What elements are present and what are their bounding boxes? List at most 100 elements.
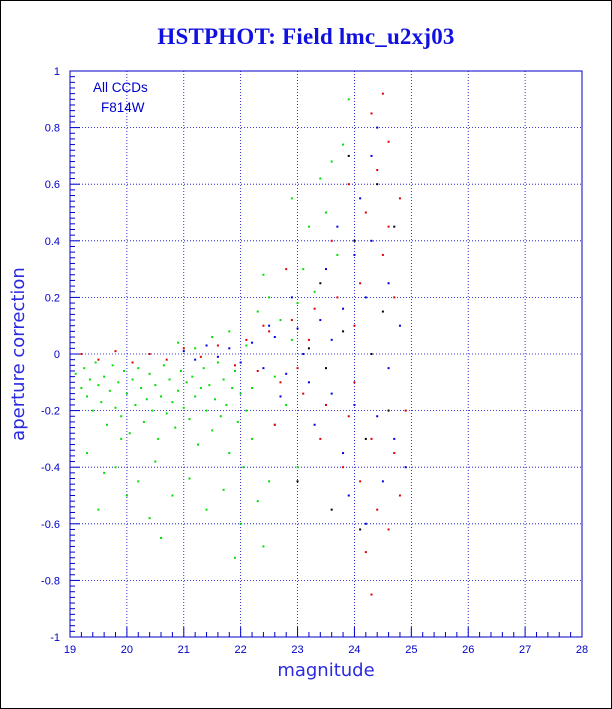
data-point-green bbox=[211, 336, 214, 339]
x-tick-label: 23 bbox=[291, 644, 303, 656]
data-point-green bbox=[154, 384, 157, 387]
data-point-red bbox=[330, 239, 333, 242]
data-point-black bbox=[325, 367, 327, 370]
data-point-red bbox=[381, 92, 384, 95]
data-point-black bbox=[359, 528, 362, 531]
data-point-blue bbox=[290, 296, 293, 299]
data-point-blue bbox=[216, 355, 219, 358]
data-point-green bbox=[162, 364, 165, 367]
data-point-red bbox=[296, 367, 299, 370]
data-point-red bbox=[387, 140, 390, 143]
data-point-green bbox=[179, 369, 182, 372]
data-point-green bbox=[88, 378, 91, 381]
y-axis-label: aperture correction bbox=[8, 267, 29, 441]
data-point-black bbox=[307, 347, 310, 350]
data-point-green bbox=[290, 338, 293, 341]
data-point-green bbox=[165, 412, 168, 415]
data-point-green bbox=[108, 389, 111, 392]
data-point-green bbox=[177, 341, 180, 344]
data-point-green bbox=[222, 378, 225, 381]
data-point-red bbox=[387, 225, 390, 228]
y-tick-label: 0.8 bbox=[45, 123, 60, 135]
data-point-blue bbox=[273, 336, 276, 339]
data-point-green bbox=[268, 480, 271, 483]
data-point-red bbox=[302, 392, 305, 395]
data-point-black bbox=[296, 480, 299, 483]
y-tick-label: -0.8 bbox=[41, 575, 60, 587]
data-point-green bbox=[105, 423, 108, 426]
data-point-green bbox=[242, 466, 245, 469]
data-point-blue bbox=[353, 403, 356, 406]
data-point-blue bbox=[228, 347, 231, 350]
data-point-red bbox=[279, 381, 282, 384]
data-point-green bbox=[296, 466, 299, 469]
data-point-blue bbox=[342, 307, 345, 310]
data-point-blue bbox=[381, 480, 384, 483]
data-point-black bbox=[353, 239, 356, 242]
data-point-green bbox=[148, 372, 151, 375]
data-point-blue bbox=[262, 367, 265, 370]
data-point-blue bbox=[251, 341, 254, 344]
data-point-blue bbox=[302, 353, 305, 355]
data-point-green bbox=[171, 401, 174, 404]
y-tick-label: 0 bbox=[54, 349, 60, 361]
data-point-blue bbox=[239, 361, 242, 364]
data-point-green bbox=[97, 384, 100, 387]
data-point-green bbox=[137, 367, 140, 370]
data-point-green bbox=[111, 364, 114, 367]
data-point-green bbox=[219, 415, 222, 418]
legend-filter: F814W bbox=[101, 100, 145, 115]
data-point-blue bbox=[330, 338, 333, 341]
x-tick-label: 22 bbox=[235, 644, 247, 656]
data-point-green bbox=[290, 197, 293, 200]
data-point-green bbox=[157, 437, 160, 440]
data-point-green bbox=[208, 384, 211, 387]
data-point-green bbox=[160, 395, 163, 398]
y-tick-label: 0.4 bbox=[45, 236, 60, 248]
data-point-red bbox=[370, 593, 373, 596]
x-tick-label: 26 bbox=[462, 644, 474, 656]
data-point-red bbox=[268, 330, 271, 333]
data-point-red bbox=[359, 282, 362, 285]
data-point-black bbox=[330, 508, 333, 511]
data-point-green bbox=[205, 409, 208, 412]
data-point-green bbox=[279, 319, 282, 322]
data-point-green bbox=[307, 225, 310, 228]
data-point-green bbox=[231, 386, 234, 389]
data-point-black bbox=[370, 353, 373, 355]
data-point-green bbox=[125, 392, 128, 395]
data-point-red bbox=[336, 296, 339, 299]
data-point-red bbox=[370, 437, 373, 440]
data-point-green bbox=[125, 494, 128, 497]
legend-all-ccds: All CCDs bbox=[93, 80, 148, 95]
x-tick-label: 19 bbox=[64, 644, 76, 656]
x-tick-label: 25 bbox=[405, 644, 417, 656]
data-point-blue bbox=[268, 324, 271, 327]
data-point-red bbox=[376, 169, 379, 172]
data-point-green bbox=[211, 429, 214, 432]
data-point-black bbox=[376, 183, 379, 186]
data-point-blue bbox=[370, 239, 373, 242]
y-tick-label: -0.2 bbox=[41, 406, 60, 418]
data-point-red bbox=[364, 211, 367, 214]
y-tick-label: 1 bbox=[54, 66, 60, 78]
data-point-blue bbox=[182, 350, 185, 353]
data-point-red bbox=[398, 494, 401, 497]
data-point-green bbox=[80, 386, 83, 389]
data-point-green bbox=[256, 310, 259, 313]
data-point-green bbox=[177, 389, 180, 392]
data-point-red bbox=[347, 415, 350, 418]
data-point-blue bbox=[279, 395, 282, 398]
data-point-green bbox=[228, 452, 231, 455]
data-point-blue bbox=[307, 381, 310, 384]
data-points bbox=[74, 92, 407, 596]
data-point-red bbox=[325, 403, 327, 406]
data-point-red bbox=[114, 350, 117, 353]
data-point-green bbox=[197, 443, 199, 446]
data-point-green bbox=[319, 177, 322, 180]
data-point-red bbox=[256, 369, 259, 372]
data-point-green bbox=[171, 494, 174, 497]
data-point-green bbox=[131, 378, 134, 381]
data-point-blue bbox=[285, 372, 288, 375]
